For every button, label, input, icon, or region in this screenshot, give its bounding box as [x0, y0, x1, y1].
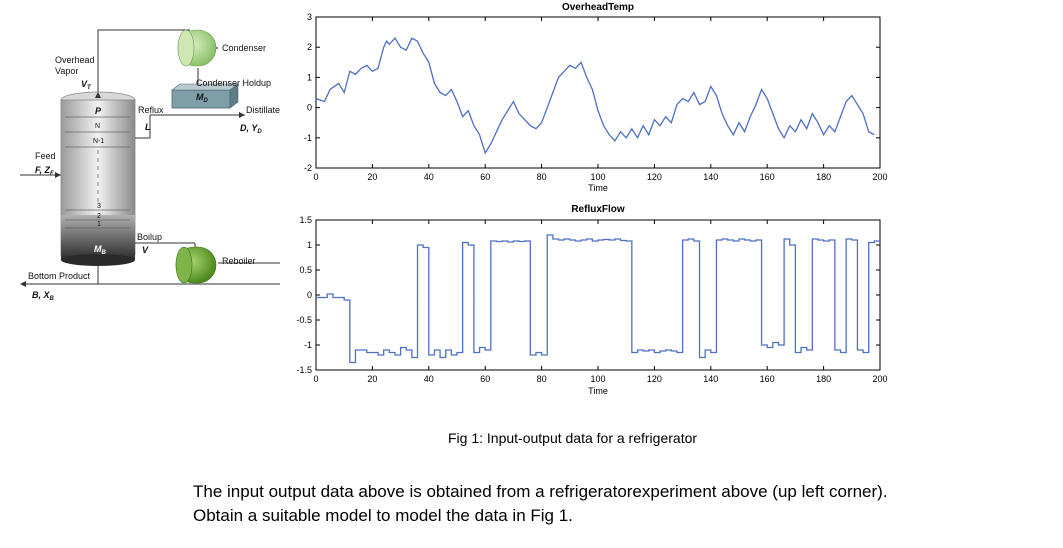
tray-n-label: N [95, 123, 100, 130]
reflux-flow-ytick-label: 1.5 [299, 215, 312, 225]
reflux-flow-xtick-label: 40 [424, 374, 434, 384]
tray-3-label: 3 [97, 203, 101, 210]
question-line-1: The input output data above is obtained … [193, 482, 888, 501]
boilup-label: Boilup [137, 232, 162, 242]
overhead-temp-xtick-label: 120 [647, 172, 662, 182]
column-trays [65, 116, 130, 229]
reboiler-label: Reboiler [222, 256, 256, 266]
b-xb-label: B, XB [32, 290, 55, 302]
question-text: The input output data above is obtained … [193, 480, 1053, 528]
condenser-holdup-label: Condenser Holdup [196, 78, 271, 88]
overhead-vapor-label: Overhead [55, 55, 95, 65]
overhead-temp-ytick-label: -1 [304, 133, 312, 143]
distillation-column-diagram: P N N-1 3 2 1 MB Condenser Condenser [20, 29, 280, 302]
md-label: MD [196, 92, 209, 104]
reflux-flow-ytick-label: -1.5 [296, 365, 312, 375]
reflux-flow-xtick-label: 0 [313, 374, 318, 384]
overhead-temp-xtick-label: 180 [816, 172, 831, 182]
reflux-flow-xtick-label: 100 [590, 374, 605, 384]
overhead-temp-ytick-label: 0 [307, 103, 312, 113]
feed-label: Feed [35, 151, 56, 161]
overhead-temp-xtick-label: 80 [537, 172, 547, 182]
tray-n1-label: N-1 [93, 138, 104, 145]
reflux-flow-xtick-label: 200 [872, 374, 887, 384]
reflux-flow-ytick-label: 0 [307, 290, 312, 300]
overhead-temp-title: OverheadTemp [562, 2, 634, 13]
overhead-temp-xtick-label: 0 [313, 172, 318, 182]
overhead-temp-xtick-label: 100 [590, 172, 605, 182]
reflux-flow-xtick-label: 20 [367, 374, 377, 384]
reflux-flow-xtick-label: 80 [537, 374, 547, 384]
condenser-holdup-drum [171, 83, 239, 109]
reflux-flow-ytick-label: 1 [307, 240, 312, 250]
distillate-label: Distillate [246, 105, 280, 115]
tray-2-label: 2 [97, 213, 101, 220]
v-label: V [142, 245, 149, 255]
overhead-vapor-label-2: Vapor [55, 66, 78, 76]
reflux-flow-xlabel: Time [588, 386, 608, 396]
overhead-temp-xtick-label: 140 [703, 172, 718, 182]
tray-1-label: 1 [97, 221, 101, 228]
reboiler [175, 246, 217, 284]
reflux-flow-xtick-label: 160 [760, 374, 775, 384]
reflux-flow-xtick-label: 120 [647, 374, 662, 384]
overhead-temp-ytick-label: 2 [307, 42, 312, 52]
overhead-temp-xtick-label: 60 [480, 172, 490, 182]
question-line-2: Obtain a suitable model to model the dat… [193, 506, 573, 525]
feed-fz-label: F, ZF [35, 165, 54, 177]
mb-label: MB [94, 244, 107, 256]
overhead-temp-xtick-label: 160 [760, 172, 775, 182]
overhead-temp-ytick-label: -2 [304, 163, 312, 173]
overhead-temp-xtick-label: 40 [424, 172, 434, 182]
overhead-temp-plot-frame [315, 16, 881, 169]
overhead-temp-xtick-label: 20 [367, 172, 377, 182]
overhead-temp-ytick-label: 1 [307, 72, 312, 82]
d-yd-label: D, YD [240, 123, 262, 135]
tray-p-label: P [95, 106, 102, 116]
overhead-temp-ytick-label: 3 [307, 12, 312, 22]
reflux-flow-ytick-label: -1 [304, 340, 312, 350]
reflux-label: Reflux [138, 105, 164, 115]
l-label: L [145, 122, 151, 132]
reflux-flow-xtick-label: 60 [480, 374, 490, 384]
condenser-label: Condenser [222, 43, 266, 53]
reflux-flow-xtick-label: 180 [816, 374, 831, 384]
reflux-flow-plot-frame [315, 219, 881, 371]
reflux-flow-xtick-label: 140 [703, 374, 718, 384]
reflux-flow-title: RefluxFlow [571, 204, 625, 215]
figure-caption: Fig 1: Input-output data for a refrigera… [448, 430, 698, 446]
reflux-flow-series-line [316, 234, 880, 364]
overhead-temp-xlabel: Time [588, 183, 608, 193]
reflux-flow-ytick-label: -0.5 [296, 315, 312, 325]
overhead-temp-series-line [315, 37, 875, 155]
vt-label: VT [81, 79, 92, 91]
reflux-flow-ytick-label: 0.5 [299, 265, 312, 275]
condenser [177, 29, 217, 67]
bottom-product-label: Bottom Product [28, 271, 91, 281]
overhead-temp-xtick-label: 200 [872, 172, 887, 182]
